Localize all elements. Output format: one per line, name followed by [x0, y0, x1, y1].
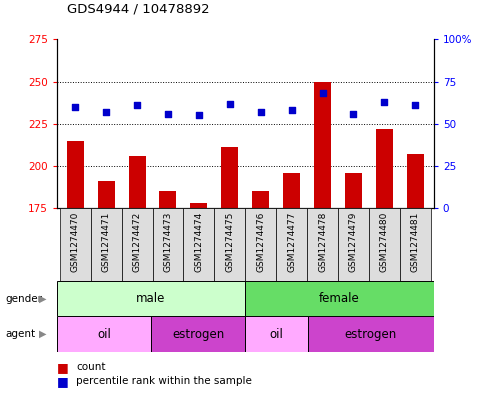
Point	[71, 104, 79, 110]
Point	[102, 109, 110, 115]
Text: agent: agent	[5, 329, 35, 339]
Text: female: female	[319, 292, 360, 305]
Text: GSM1274473: GSM1274473	[164, 212, 173, 272]
Text: GSM1274475: GSM1274475	[225, 212, 234, 272]
Text: GSM1274478: GSM1274478	[318, 212, 327, 272]
Text: oil: oil	[270, 327, 283, 341]
Bar	[221, 147, 238, 208]
Bar	[369, 208, 400, 281]
Point	[288, 107, 296, 114]
Bar	[122, 208, 152, 281]
Text: GSM1274479: GSM1274479	[349, 212, 358, 272]
Text: GSM1274476: GSM1274476	[256, 212, 265, 272]
Bar	[314, 82, 331, 208]
Bar	[276, 208, 307, 281]
Bar	[152, 208, 183, 281]
Text: estrogen: estrogen	[172, 327, 224, 341]
Text: oil: oil	[97, 327, 111, 341]
Text: GSM1274481: GSM1274481	[411, 212, 420, 272]
Bar	[91, 208, 122, 281]
Text: GSM1274474: GSM1274474	[194, 212, 204, 272]
Bar	[57, 281, 245, 316]
Bar	[308, 316, 434, 352]
Bar	[307, 208, 338, 281]
Text: GSM1274477: GSM1274477	[287, 212, 296, 272]
Bar	[283, 173, 300, 208]
Point	[195, 112, 203, 119]
Bar	[60, 208, 91, 281]
Bar	[376, 129, 393, 208]
Text: GSM1274480: GSM1274480	[380, 212, 389, 272]
Text: estrogen: estrogen	[345, 327, 397, 341]
Point	[350, 110, 357, 117]
Bar	[98, 181, 115, 208]
Bar	[129, 156, 145, 208]
Text: male: male	[136, 292, 166, 305]
Point	[226, 100, 234, 107]
Text: GDS4944 / 10478892: GDS4944 / 10478892	[67, 3, 209, 16]
Bar	[183, 208, 214, 281]
Bar	[151, 316, 245, 352]
Text: ▶: ▶	[39, 329, 47, 339]
Bar	[338, 208, 369, 281]
Bar	[407, 154, 424, 208]
Text: gender: gender	[5, 294, 42, 304]
Bar	[400, 208, 431, 281]
Bar	[159, 191, 176, 208]
Bar	[190, 203, 208, 208]
Point	[318, 90, 326, 97]
Point	[257, 109, 265, 115]
Text: GSM1274470: GSM1274470	[70, 212, 80, 272]
Point	[133, 102, 141, 108]
Bar	[245, 316, 308, 352]
Bar	[57, 316, 151, 352]
Text: ■: ■	[57, 375, 69, 388]
Text: count: count	[76, 362, 106, 373]
Bar	[214, 208, 245, 281]
Text: ■: ■	[57, 361, 69, 374]
Bar	[252, 191, 269, 208]
Text: percentile rank within the sample: percentile rank within the sample	[76, 376, 252, 386]
Bar	[67, 141, 84, 208]
Bar	[345, 173, 362, 208]
Text: ▶: ▶	[39, 294, 47, 304]
Point	[411, 102, 419, 108]
Point	[381, 99, 388, 105]
Point	[164, 110, 172, 117]
Bar	[245, 281, 434, 316]
Text: GSM1274472: GSM1274472	[133, 212, 141, 272]
Bar	[245, 208, 276, 281]
Text: GSM1274471: GSM1274471	[102, 212, 110, 272]
